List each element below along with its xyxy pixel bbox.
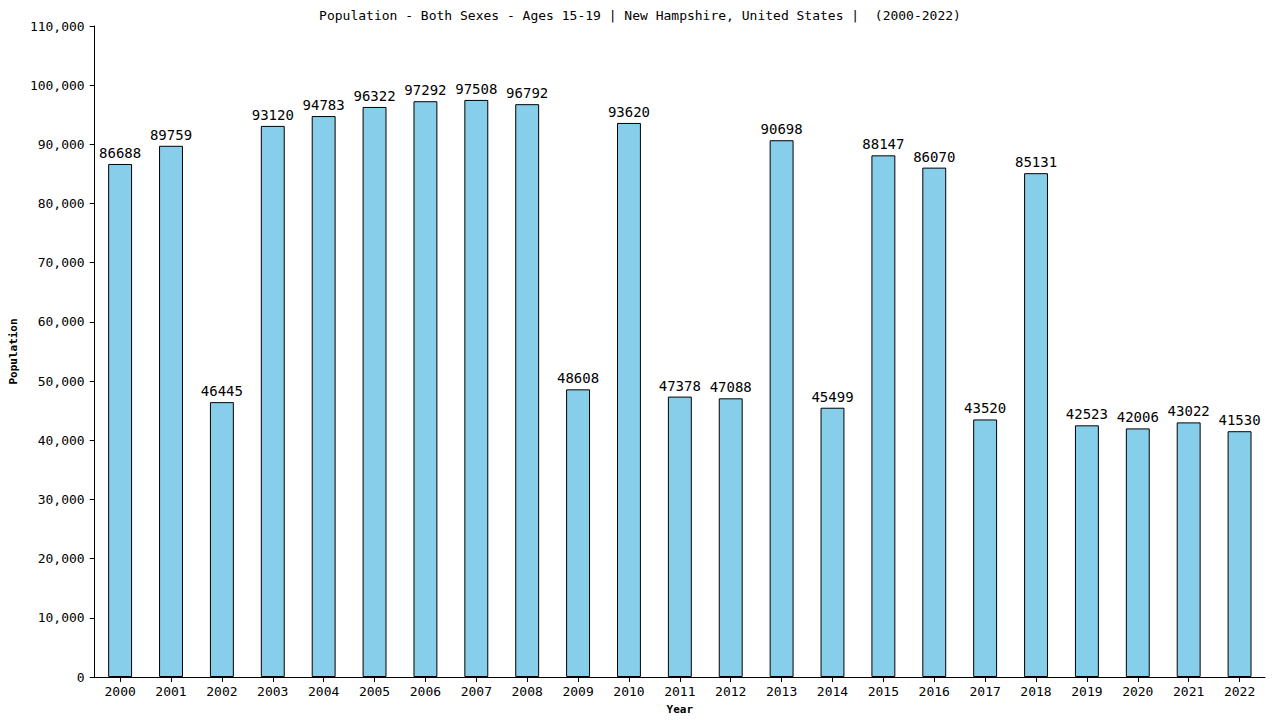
svg-text:41530: 41530 <box>1218 412 1260 428</box>
svg-text:60,000: 60,000 <box>38 314 85 329</box>
svg-text:45499: 45499 <box>811 389 853 405</box>
svg-text:2007: 2007 <box>461 684 492 699</box>
svg-text:40,000: 40,000 <box>38 433 85 448</box>
svg-text:2005: 2005 <box>359 684 390 699</box>
svg-text:2011: 2011 <box>664 684 695 699</box>
svg-text:94783: 94783 <box>303 97 345 113</box>
svg-text:Population - Both Sexes - Ages: Population - Both Sexes - Ages 15-19 | N… <box>319 8 961 23</box>
svg-text:Year: Year <box>667 703 694 716</box>
svg-text:2006: 2006 <box>410 684 441 699</box>
svg-text:2015: 2015 <box>868 684 899 699</box>
svg-text:96792: 96792 <box>506 85 548 101</box>
svg-text:0: 0 <box>77 670 85 685</box>
svg-text:42006: 42006 <box>1117 409 1159 425</box>
svg-text:Population: Population <box>7 318 20 384</box>
svg-text:97508: 97508 <box>455 81 497 97</box>
svg-text:86070: 86070 <box>913 149 955 165</box>
svg-text:2010: 2010 <box>613 684 644 699</box>
svg-text:2009: 2009 <box>562 684 593 699</box>
svg-text:2019: 2019 <box>1071 684 1102 699</box>
svg-text:20,000: 20,000 <box>38 551 85 566</box>
svg-text:2001: 2001 <box>155 684 186 699</box>
svg-text:2004: 2004 <box>308 684 339 699</box>
svg-text:46445: 46445 <box>201 383 243 399</box>
svg-text:43520: 43520 <box>964 400 1006 416</box>
svg-text:89759: 89759 <box>150 127 192 143</box>
svg-text:2018: 2018 <box>1020 684 1051 699</box>
svg-text:47088: 47088 <box>710 379 752 395</box>
svg-text:2021: 2021 <box>1173 684 1204 699</box>
svg-text:80,000: 80,000 <box>38 196 85 211</box>
svg-text:30,000: 30,000 <box>38 492 85 507</box>
svg-text:2022: 2022 <box>1224 684 1255 699</box>
svg-text:88147: 88147 <box>862 136 904 152</box>
svg-text:48608: 48608 <box>557 370 599 386</box>
svg-text:97292: 97292 <box>404 82 446 98</box>
svg-text:86688: 86688 <box>99 145 141 161</box>
svg-text:47378: 47378 <box>659 378 701 394</box>
svg-text:2017: 2017 <box>969 684 1000 699</box>
svg-text:110,000: 110,000 <box>30 19 85 34</box>
svg-text:2013: 2013 <box>766 684 797 699</box>
svg-text:70,000: 70,000 <box>38 255 85 270</box>
svg-text:2008: 2008 <box>512 684 543 699</box>
svg-text:50,000: 50,000 <box>38 374 85 389</box>
svg-text:2000: 2000 <box>104 684 135 699</box>
svg-text:2020: 2020 <box>1122 684 1153 699</box>
svg-text:10,000: 10,000 <box>38 610 85 625</box>
svg-text:100,000: 100,000 <box>30 78 85 93</box>
svg-text:90698: 90698 <box>761 121 803 137</box>
svg-text:96322: 96322 <box>353 88 395 104</box>
svg-text:90,000: 90,000 <box>38 137 85 152</box>
svg-text:2012: 2012 <box>715 684 746 699</box>
svg-text:93120: 93120 <box>252 107 294 123</box>
svg-text:93620: 93620 <box>608 104 650 120</box>
svg-text:2003: 2003 <box>257 684 288 699</box>
svg-text:42523: 42523 <box>1066 406 1108 422</box>
svg-text:43022: 43022 <box>1168 403 1210 419</box>
svg-text:2014: 2014 <box>817 684 848 699</box>
svg-text:2016: 2016 <box>919 684 950 699</box>
svg-text:85131: 85131 <box>1015 154 1057 170</box>
svg-text:2002: 2002 <box>206 684 237 699</box>
